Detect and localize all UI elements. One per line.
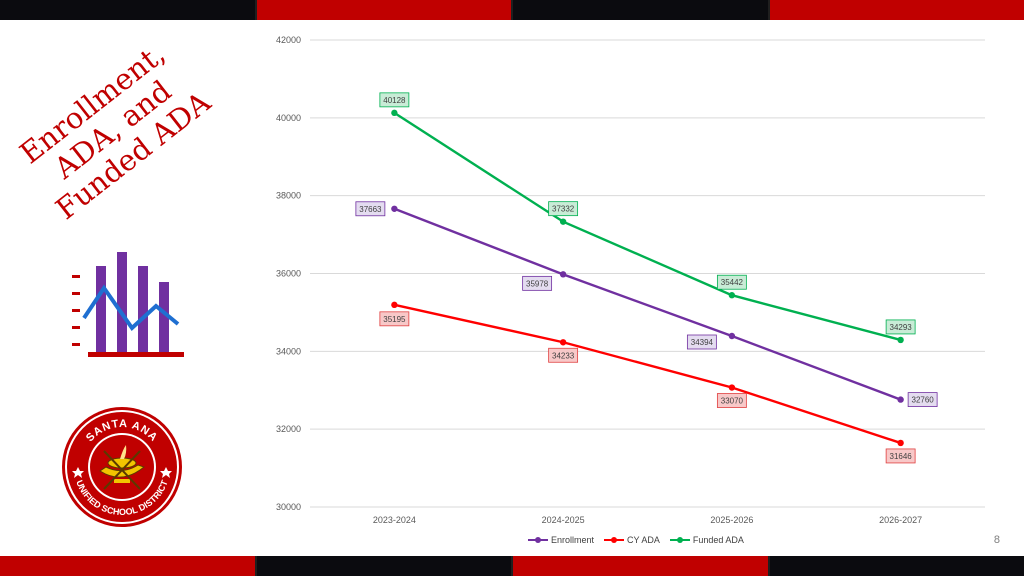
data-label: 34293 (890, 323, 913, 332)
legend-item: CY ADA (604, 535, 660, 545)
data-label: 31646 (890, 452, 913, 461)
data-point (728, 332, 736, 340)
chart-legend: Enrollment CY ADA Funded ADA (528, 535, 744, 545)
data-label-box (716, 274, 747, 290)
data-label-box (907, 392, 938, 407)
series-line-cy-ada (394, 303, 901, 445)
band-segment (513, 556, 770, 576)
data-label: 34233 (552, 351, 575, 360)
legend-label: Funded ADA (692, 535, 744, 545)
x-tick-label: 2023-2024 (373, 515, 416, 525)
data-label-box (379, 92, 410, 108)
slide-title: Enrollment, ADA, and Funded ADA (12, 37, 222, 230)
legend-swatch-dot (611, 537, 618, 543)
data-label-box (355, 201, 386, 217)
data-label: 34394 (691, 338, 714, 347)
data-label: 37663 (359, 205, 382, 214)
data-label-box (548, 201, 579, 217)
band-segment (0, 0, 257, 20)
band-segment (256, 0, 513, 20)
legend-swatch (528, 535, 548, 545)
series-line-funded-ada (393, 111, 901, 342)
page-number: 8 (993, 534, 1000, 546)
band-segment (0, 556, 257, 576)
y-tick-label: 34000 (276, 346, 301, 356)
data-point (391, 109, 398, 117)
data-point (728, 292, 736, 299)
data-point (559, 271, 567, 278)
legend-label: CY ADA (627, 535, 660, 545)
data-label-box (522, 275, 553, 291)
data-label: 37332 (552, 205, 575, 214)
data-point (897, 396, 904, 403)
data-point (897, 439, 904, 447)
y-tick-label: 30000 (276, 502, 301, 512)
data-label: 40128 (383, 96, 406, 105)
x-tick-label: 2025-2026 (710, 515, 753, 525)
data-label-box (548, 347, 579, 363)
data-label-box (885, 319, 916, 335)
x-tick-label: 2026-2027 (879, 515, 922, 525)
data-label: 32760 (912, 396, 935, 405)
band-segment (256, 556, 513, 576)
band-segment (769, 0, 1024, 20)
data-point (391, 301, 398, 309)
data-label-box (716, 393, 747, 408)
y-tick-label: 40000 (276, 113, 301, 123)
data-point (897, 336, 904, 344)
y-tick-label: 36000 (276, 269, 301, 279)
data-point (559, 218, 567, 225)
data-label-box (686, 334, 717, 350)
data-label: 35442 (721, 278, 744, 287)
legend-item: Funded ADA (669, 535, 744, 545)
data-label: 33070 (721, 397, 744, 406)
data-label-box (379, 311, 410, 327)
top-color-band (0, 0, 1024, 20)
legend-swatch-dot (676, 537, 683, 543)
y-tick-label: 42000 (276, 35, 301, 45)
bar-line-chart-icon (60, 246, 190, 362)
star-icon (72, 467, 172, 478)
legend-swatch (604, 535, 625, 545)
bottom-color-band (0, 556, 1024, 576)
series-line-enrollment (393, 207, 902, 401)
y-tick-label: 32000 (276, 424, 301, 434)
legend-swatch-dot (535, 537, 541, 543)
band-segment (513, 0, 770, 20)
y-tick-label: 38000 (276, 191, 301, 201)
legend-label: Enrollment (551, 535, 595, 545)
data-point (391, 205, 398, 212)
legend-item: Enrollment (528, 535, 594, 545)
legend-swatch (669, 535, 690, 545)
lamp-icon (99, 445, 146, 490)
data-point (559, 339, 567, 346)
santa-ana-usd-logo: SANTA ANA UNIFIED SCHOOL DISTRICT (60, 405, 184, 529)
data-point (728, 384, 736, 391)
data-label-box (885, 448, 916, 464)
data-label: 35978 (526, 279, 549, 288)
x-tick-label: 2024-2025 (542, 515, 585, 525)
band-segment (769, 556, 1024, 576)
data-label: 35195 (383, 315, 406, 324)
